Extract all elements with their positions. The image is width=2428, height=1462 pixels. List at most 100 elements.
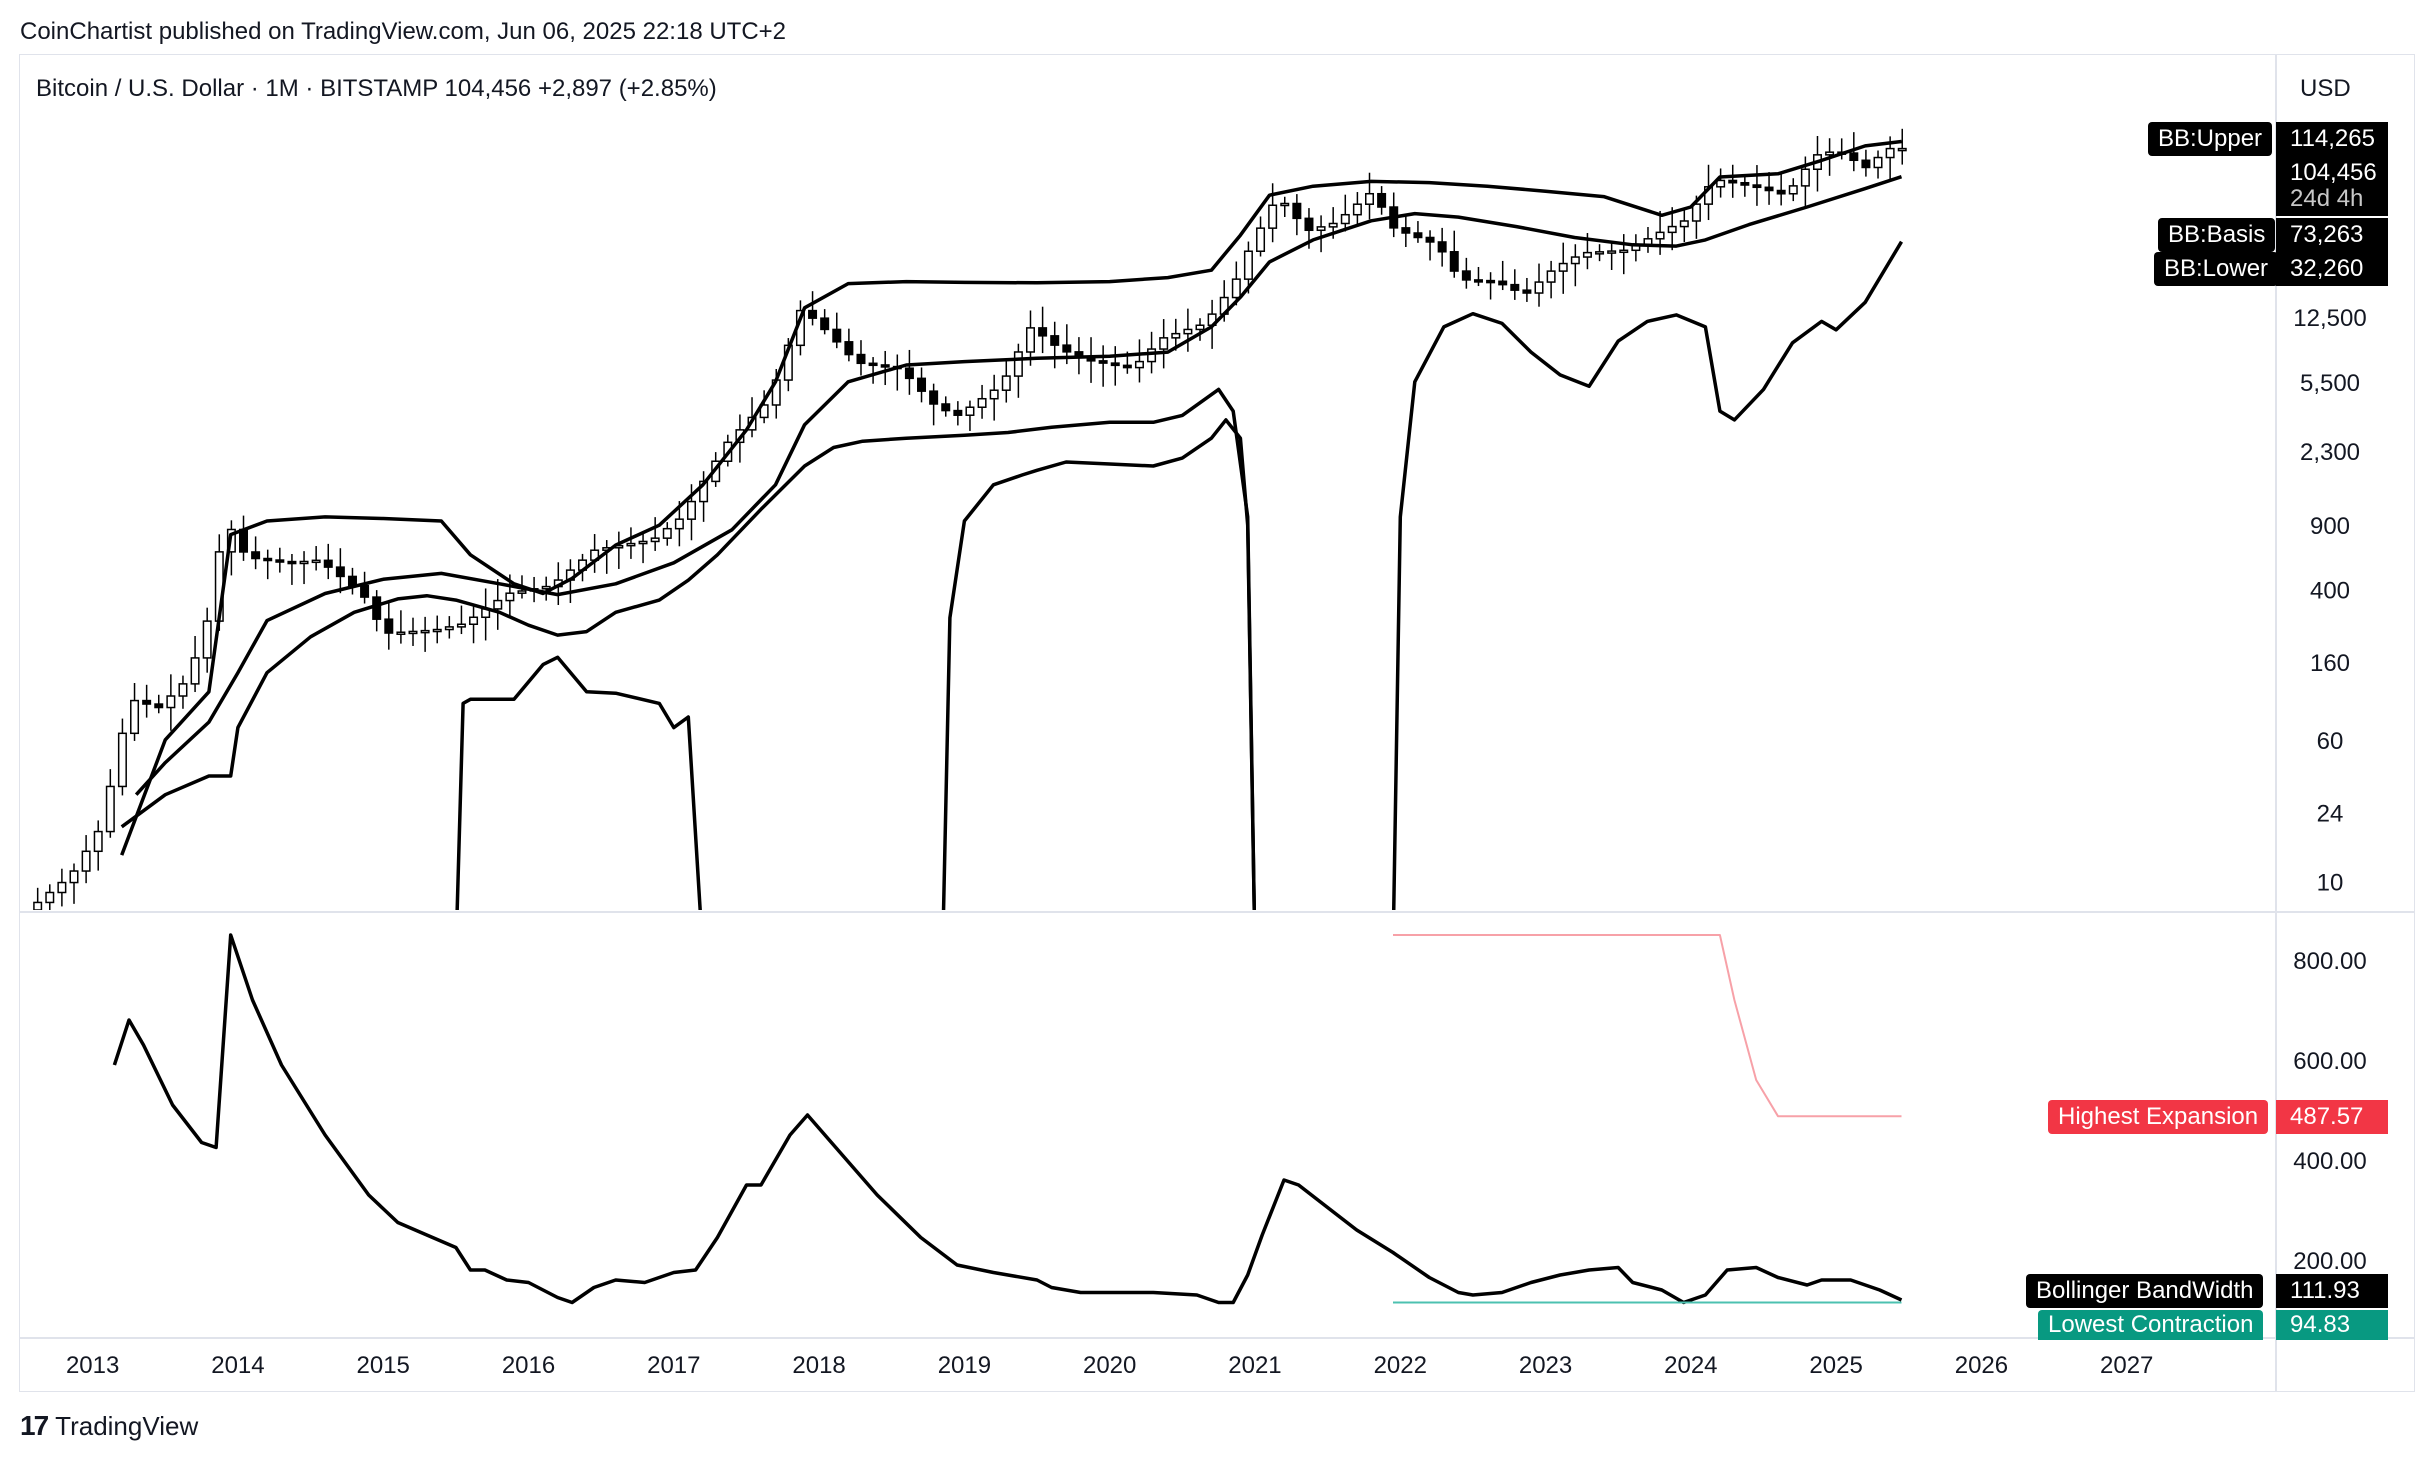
candle-body	[1595, 251, 1605, 255]
candle-body	[1134, 360, 1144, 369]
candle-body	[384, 618, 394, 634]
candle-body	[1691, 203, 1701, 222]
time-axis-tick: 2018	[792, 1352, 845, 1379]
bandwidth-axis-tick: 600.00	[2293, 1048, 2366, 1075]
time-axis-tick: 2026	[1955, 1352, 2008, 1379]
candle-body	[1885, 147, 1895, 159]
candle-body	[372, 596, 382, 620]
candle-body	[674, 518, 684, 530]
candle-body	[1352, 203, 1362, 216]
chart-frame	[19, 54, 2415, 1392]
candle-body	[239, 528, 249, 553]
bb-upper-value-tag: 114,265	[2276, 122, 2388, 156]
time-axis-tick: 2014	[211, 1352, 264, 1379]
candle-body	[1365, 192, 1375, 205]
candle-body	[541, 585, 551, 590]
candle-body	[1025, 327, 1035, 353]
price-axis-tick: 160	[2310, 650, 2350, 677]
bb-basis-label-tag: BB:Basis	[2158, 218, 2276, 252]
time-axis-tick: 2027	[2100, 1352, 2153, 1379]
tradingview-logo-text: TradingView	[55, 1410, 199, 1441]
candle-body	[1001, 375, 1011, 391]
time-axis-tick: 2013	[66, 1352, 119, 1379]
candle-body	[808, 309, 818, 319]
candle-body	[1437, 241, 1447, 253]
candle-body	[941, 403, 951, 412]
candle-body	[1728, 179, 1738, 184]
candle-body	[880, 364, 890, 368]
bb-lowerline	[455, 655, 702, 910]
candle-body	[832, 328, 842, 343]
candle-body	[396, 631, 406, 635]
candle-body	[154, 703, 164, 709]
candle-body	[1716, 179, 1726, 188]
candle-body	[759, 404, 769, 419]
symbol-info[interactable]: Bitcoin / U.S. Dollar · 1M · BITSTAMP 10…	[36, 75, 717, 102]
highest-expansion-line	[1393, 934, 1902, 1118]
price-axis-tick: 10	[2317, 870, 2344, 897]
candle-body	[965, 406, 975, 416]
candle-body	[844, 341, 854, 356]
candle-body	[1558, 262, 1568, 272]
candle-body	[93, 830, 103, 853]
highest-expansion-label-tag: Highest Expansion	[2048, 1100, 2269, 1134]
candle-body	[287, 560, 297, 565]
candle-body	[420, 629, 430, 634]
time-axis-tick: 2017	[647, 1352, 700, 1379]
candle-body	[1268, 204, 1278, 229]
candle-body	[1340, 213, 1350, 225]
candle-body	[1280, 202, 1290, 207]
bb-basis-value-tag: 73,263	[2276, 218, 2388, 252]
time-axis-tick: 2020	[1083, 1352, 1136, 1379]
price-axis-tick: 2,300	[2300, 439, 2360, 466]
candle-body	[1570, 256, 1580, 265]
candle-body	[505, 592, 515, 602]
price-axis-tick: 900	[2310, 513, 2350, 540]
candle-body	[1776, 189, 1786, 195]
candle-body	[299, 560, 309, 565]
candle-body	[929, 390, 939, 405]
bb-lower-value-tag: 32,260	[2276, 252, 2388, 286]
candle-body	[493, 599, 503, 610]
bb-basisline	[134, 175, 1903, 796]
candle-body	[856, 353, 866, 365]
candle-body	[1510, 283, 1520, 291]
candle-body	[638, 540, 648, 545]
candle-body	[662, 527, 672, 539]
candle-body	[1122, 364, 1132, 369]
highest-expansion-value-tag: 487.57	[2276, 1100, 2388, 1134]
candle-body	[202, 620, 212, 659]
candle-body	[81, 850, 91, 872]
candle-body	[1413, 232, 1423, 239]
candle-body	[1619, 249, 1629, 254]
candle-body	[1377, 192, 1387, 208]
tradingview-logo[interactable]: 17 TradingView	[20, 1410, 198, 1442]
candle-body	[1147, 348, 1157, 363]
candle-body	[190, 657, 200, 685]
bandwidth-axis-tick: 800.00	[2293, 948, 2366, 975]
candle-body	[917, 377, 927, 392]
candle-body	[105, 785, 115, 833]
time-axis-tick: 2015	[357, 1352, 410, 1379]
candle-body	[444, 626, 454, 631]
candle-body	[1159, 337, 1169, 350]
candle-body	[904, 367, 914, 380]
bandwidth-value-tag: 111.93	[2276, 1274, 2388, 1308]
candle-body	[1655, 231, 1665, 240]
candle-body	[311, 559, 321, 564]
candle-body	[989, 389, 999, 400]
bb-lower-label-tag: BB:Lower	[2154, 252, 2279, 286]
candle-body	[142, 699, 152, 705]
candle-countdown-tag: 24d 4h	[2276, 184, 2388, 216]
candle-body	[456, 623, 466, 628]
candle-body	[953, 409, 963, 416]
currency-label[interactable]: USD	[2300, 75, 2351, 102]
candle-body	[263, 557, 273, 562]
bb-lowerline	[1391, 240, 1904, 910]
candle-body	[517, 590, 527, 594]
time-axis-tick: 2016	[502, 1352, 555, 1379]
candle-body	[1607, 250, 1617, 254]
bandwidth-axis-tick: 400.00	[2293, 1148, 2366, 1175]
candle-body	[1546, 270, 1556, 283]
